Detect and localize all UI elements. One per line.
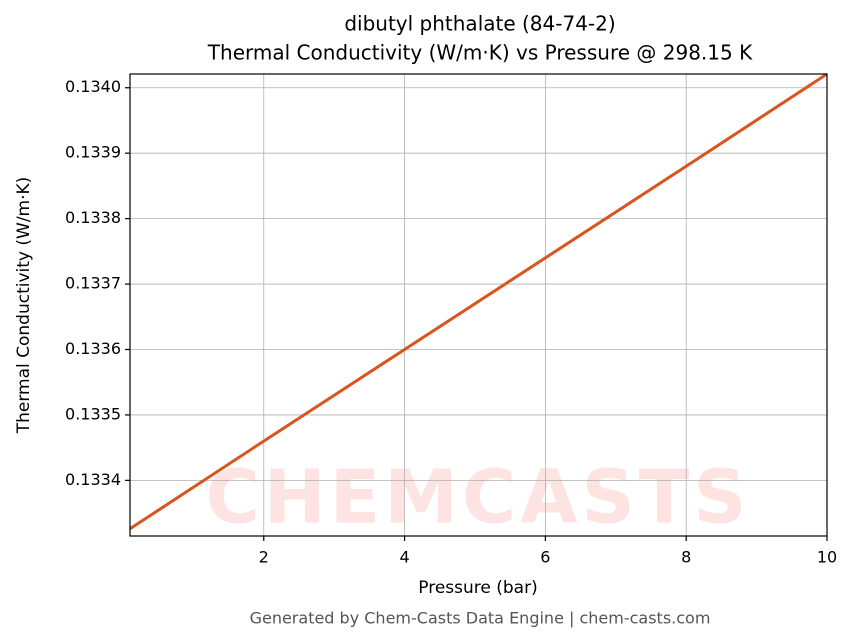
watermark: CHEMCASTS [205,455,750,541]
chart-title: dibutyl phthalate (84-74-2) [344,12,615,36]
y-tick-label: 0.1339 [65,143,121,162]
data-line [129,72,828,531]
x-tick-label: 2 [259,548,269,567]
y-tick-label: 0.1336 [65,339,121,358]
x-axis-label: Pressure (bar) [418,578,537,598]
chart-subtitle: Thermal Conductivity (W/m·K) vs Pressure… [207,41,753,65]
y-tick-label: 0.1334 [65,470,121,489]
y-tick-label: 0.1340 [65,77,121,96]
x-tick-label: 4 [399,548,409,567]
y-tick-label: 0.1338 [65,208,121,227]
y-tick-label: 0.1335 [65,404,121,423]
y-axis-label: Thermal Conductivity (W/m·K) [14,177,34,435]
footer: Generated by Chem-Casts Data Engine | ch… [250,609,711,628]
plot-frame [129,73,828,537]
x-tick-label: 10 [817,548,837,567]
x-tick-label: 6 [540,548,550,567]
x-tick-label: 8 [681,548,691,567]
y-tick-label: 0.1337 [65,274,121,293]
